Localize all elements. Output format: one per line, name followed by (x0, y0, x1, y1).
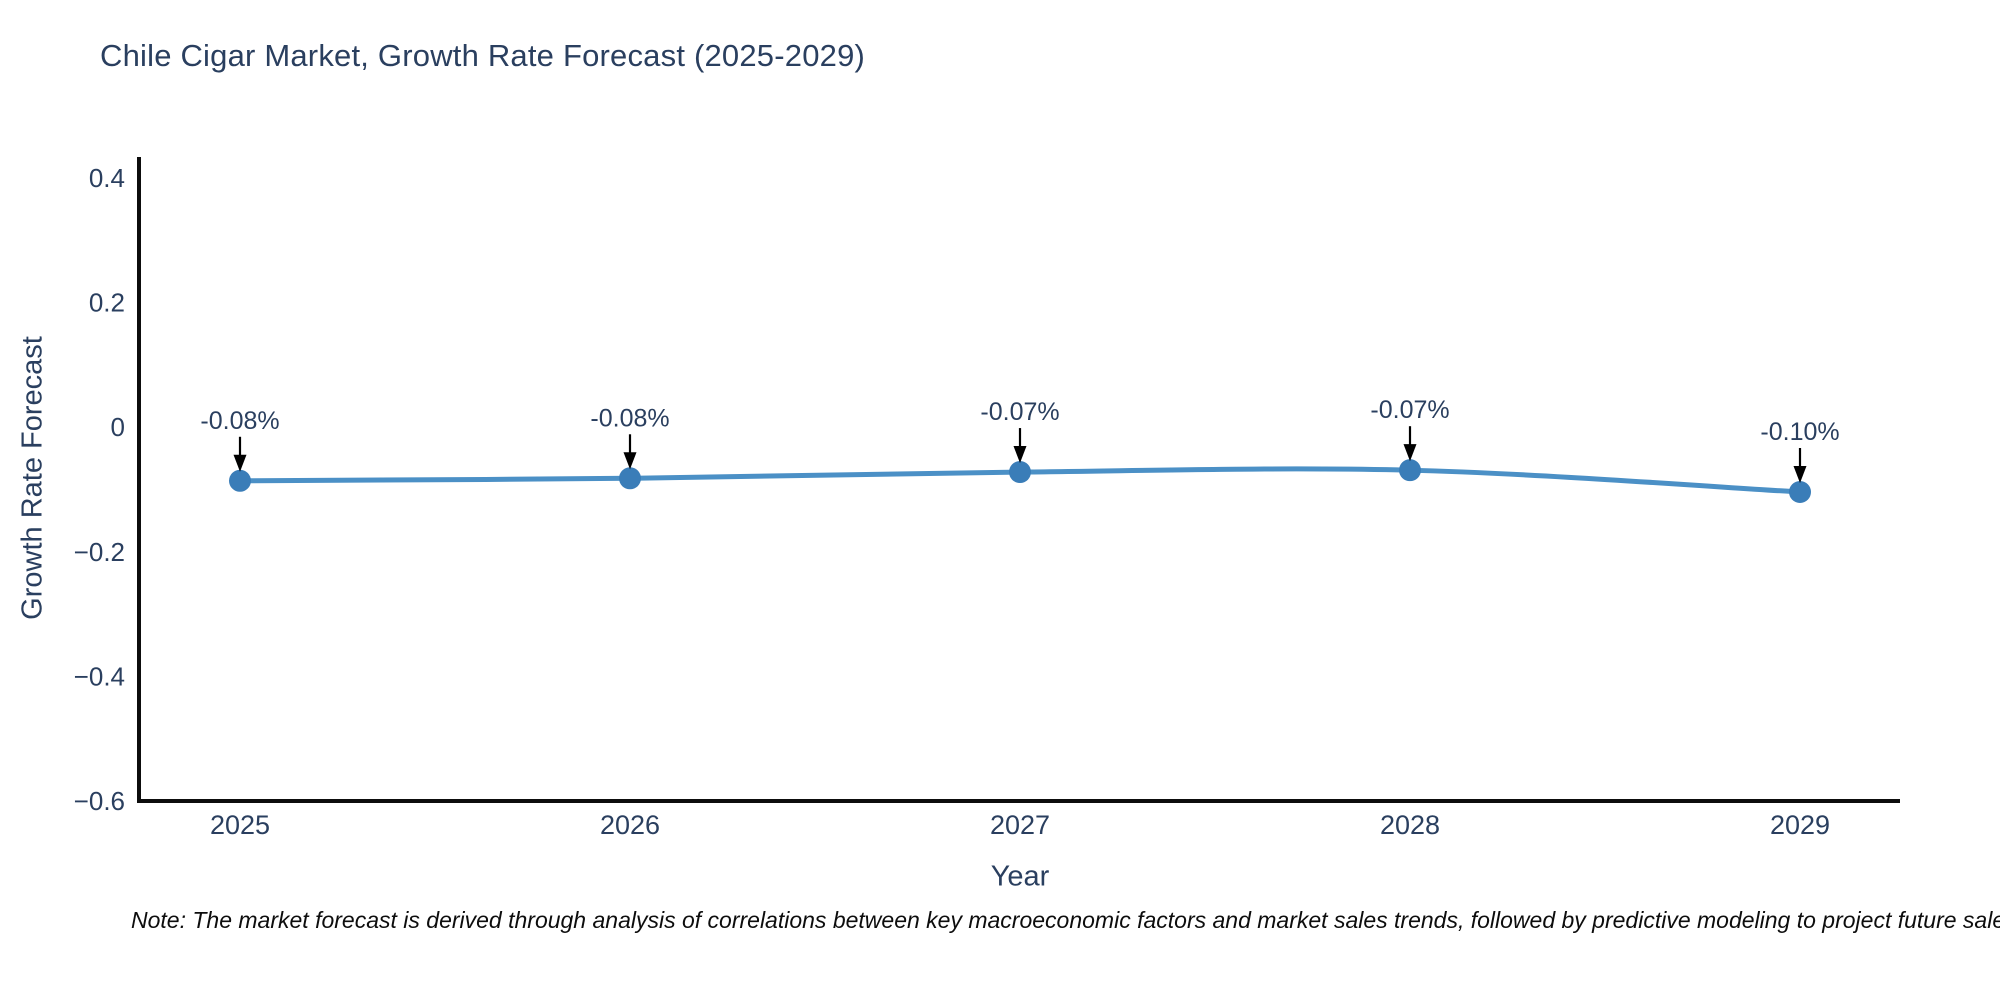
x-tick-label: 2026 (600, 810, 660, 840)
y-axis-title: Growth Rate Forecast (16, 336, 49, 620)
data-point-marker (1399, 459, 1421, 482)
annotation-arrowhead-icon (233, 454, 247, 472)
data-point-label: -0.10% (1760, 418, 1839, 446)
y-tick-label: −0.4 (74, 661, 125, 691)
data-point-marker (619, 467, 641, 490)
y-tick-label: 0.4 (89, 163, 125, 193)
annotation-arrowhead-icon (1013, 446, 1027, 464)
data-point-label: -0.07% (980, 398, 1059, 426)
data-point-label: -0.07% (1370, 396, 1449, 424)
annotation-arrowhead-icon (623, 452, 637, 470)
annotation-arrowhead-icon (1403, 444, 1417, 462)
footnote: Note: The market forecast is derived thr… (131, 907, 2000, 933)
data-point-label: -0.08% (590, 404, 669, 432)
data-point-label: -0.08% (200, 407, 279, 435)
x-tick-label: 2028 (1380, 810, 1440, 840)
x-tick-label: 2027 (990, 810, 1050, 840)
data-point-marker (1009, 461, 1031, 484)
y-tick-label: −0.6 (74, 786, 125, 816)
x-tick-label: 2025 (210, 810, 270, 840)
x-axis-title: Year (990, 860, 1050, 893)
y-tick-label: 0 (111, 412, 125, 442)
annotation-arrowhead-icon (1793, 465, 1807, 483)
x-tick-label: 2029 (1770, 810, 1830, 840)
chart-title: Chile Cigar Market, Growth Rate Forecast… (100, 38, 866, 73)
y-tick-label: −0.2 (74, 537, 125, 567)
data-point-marker (1789, 480, 1811, 503)
data-point-marker (229, 469, 251, 492)
y-tick-label: 0.2 (89, 288, 125, 318)
